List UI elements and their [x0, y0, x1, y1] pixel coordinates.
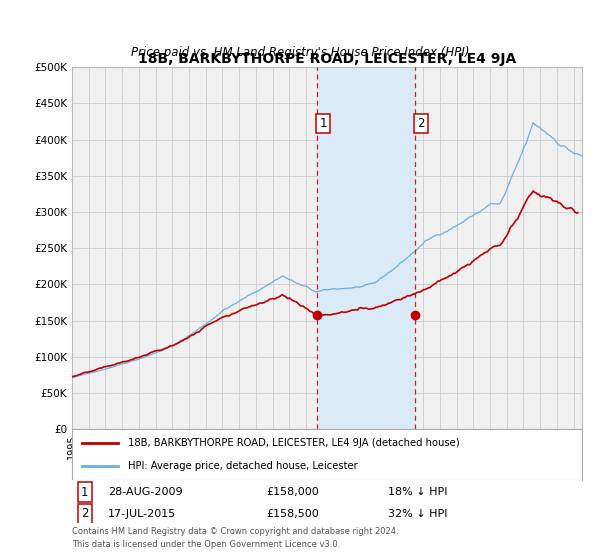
- Text: 2: 2: [418, 117, 425, 130]
- Text: 1: 1: [319, 117, 327, 130]
- Text: 1: 1: [81, 486, 89, 498]
- Text: Price paid vs. HM Land Registry's House Price Index (HPI): Price paid vs. HM Land Registry's House …: [131, 46, 469, 59]
- Text: 17-JUL-2015: 17-JUL-2015: [108, 509, 176, 519]
- Text: £158,500: £158,500: [266, 509, 319, 519]
- Title: 18B, BARKBYTHORPE ROAD, LEICESTER, LE4 9JA: 18B, BARKBYTHORPE ROAD, LEICESTER, LE4 9…: [138, 52, 516, 66]
- Text: 28-AUG-2009: 28-AUG-2009: [108, 487, 182, 497]
- Text: Contains HM Land Registry data © Crown copyright and database right 2024.: Contains HM Land Registry data © Crown c…: [72, 528, 398, 536]
- Bar: [317, 67, 415, 430]
- Text: 18% ↓ HPI: 18% ↓ HPI: [388, 487, 448, 497]
- Text: HPI: Average price, detached house, Leicester: HPI: Average price, detached house, Leic…: [128, 461, 358, 471]
- Text: This data is licensed under the Open Government Licence v3.0.: This data is licensed under the Open Gov…: [72, 540, 340, 549]
- Text: £158,000: £158,000: [266, 487, 319, 497]
- Text: 2: 2: [81, 507, 89, 520]
- Text: 18B, BARKBYTHORPE ROAD, LEICESTER, LE4 9JA (detached house): 18B, BARKBYTHORPE ROAD, LEICESTER, LE4 9…: [128, 438, 460, 449]
- Text: 32% ↓ HPI: 32% ↓ HPI: [388, 509, 448, 519]
